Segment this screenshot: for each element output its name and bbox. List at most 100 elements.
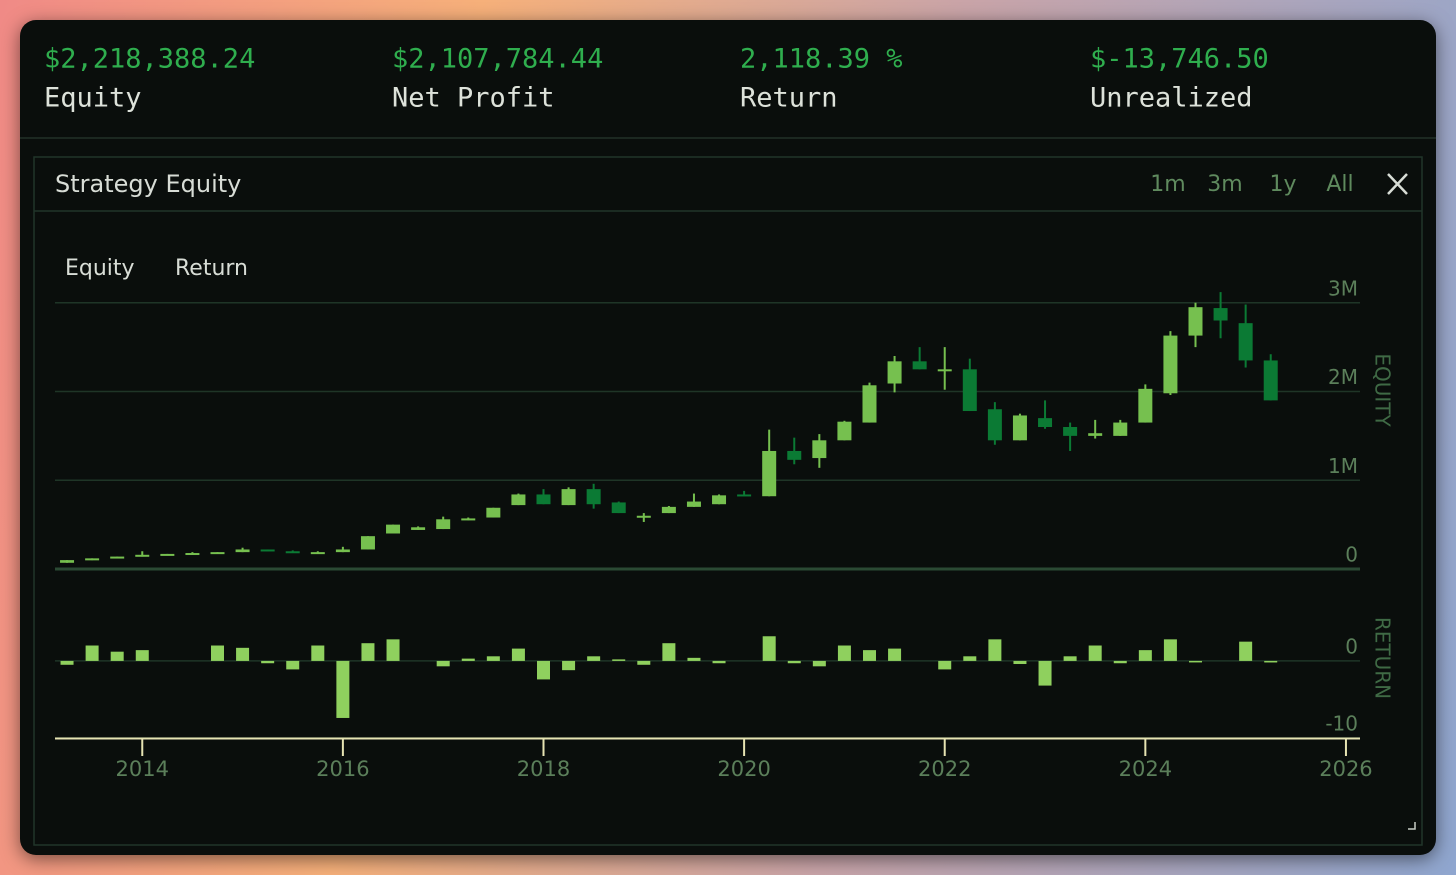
close-button[interactable] — [1387, 173, 1408, 195]
y-tick-label: 2M — [1328, 365, 1358, 389]
return-bar — [712, 660, 726, 664]
y-tick-label: 3M — [1328, 276, 1358, 300]
x-tick-label: 2024 — [1119, 757, 1172, 781]
candle-body — [611, 502, 626, 514]
range-button[interactable]: 3m — [1207, 172, 1242, 197]
y-tick-label: -10 — [1325, 712, 1358, 736]
candle-body — [561, 489, 576, 506]
candle-body — [1138, 388, 1153, 423]
return-bar — [1188, 660, 1202, 663]
return-bar — [662, 643, 676, 661]
stat-label: Equity — [44, 83, 142, 114]
candle-body — [85, 558, 100, 561]
axis-title: EQUITY — [1371, 353, 1395, 427]
axis-title: RETURN — [1371, 617, 1395, 699]
x-tick-label: 2018 — [517, 757, 570, 781]
return-bar — [386, 639, 400, 661]
return-bar — [60, 660, 74, 665]
candle-body — [1188, 307, 1203, 336]
return-bar — [1163, 639, 1177, 661]
candle-body — [486, 507, 501, 518]
return-bar — [1038, 660, 1052, 686]
candle-body — [110, 556, 125, 559]
return-bar — [461, 658, 475, 661]
candle-body — [1163, 335, 1178, 394]
candle-body — [436, 519, 451, 530]
stat-value: $2,107,784.44 — [392, 44, 603, 75]
return-bar — [135, 650, 149, 661]
candle-body — [335, 549, 350, 553]
x-tick-label: 2014 — [116, 757, 169, 781]
return-bar — [110, 651, 124, 661]
stat-value: $-13,746.50 — [1090, 44, 1269, 75]
return-bar — [1113, 660, 1127, 664]
return-bar — [862, 650, 876, 661]
return-bar — [486, 656, 500, 661]
y-tick-label: 1M — [1328, 454, 1358, 478]
chart-panel — [33, 156, 1423, 846]
return-bar — [436, 660, 450, 667]
return-bar — [1264, 660, 1278, 663]
candle-body — [862, 385, 877, 423]
candle-body — [235, 549, 250, 553]
return-bar — [361, 643, 375, 661]
return-bar — [562, 660, 576, 671]
candle-body — [1063, 427, 1078, 436]
candle-body — [686, 501, 701, 507]
window — [20, 20, 1436, 855]
return-bar — [888, 648, 902, 661]
return-bar — [687, 657, 701, 661]
y-tick-label: 0 — [1345, 634, 1358, 658]
candle-body — [511, 494, 526, 506]
candle-body — [411, 527, 426, 530]
return-bar — [1088, 645, 1102, 661]
candle-body — [837, 421, 852, 441]
candle-body — [962, 369, 977, 412]
return-bar — [612, 659, 626, 661]
candle-body — [1238, 323, 1253, 361]
candle-body — [887, 361, 902, 384]
return-bar — [261, 660, 275, 664]
x-tick-label: 2020 — [717, 757, 770, 781]
return-bar — [762, 636, 776, 661]
candle-body — [285, 551, 300, 554]
tab[interactable]: Return — [175, 256, 248, 281]
range-button[interactable]: 1m — [1150, 172, 1185, 197]
tab[interactable]: Equity — [65, 256, 135, 281]
return-bar — [85, 645, 99, 661]
return-bar — [837, 645, 851, 661]
stat-label: Net Profit — [392, 83, 555, 114]
return-bar — [1239, 641, 1253, 661]
candle-body — [737, 494, 752, 497]
return-bar — [988, 639, 1002, 661]
range-button[interactable]: All — [1326, 172, 1353, 197]
candle-body — [310, 552, 325, 555]
return-bar — [511, 648, 525, 661]
candle-body — [712, 495, 727, 505]
candle-body — [185, 553, 200, 556]
candle-body — [1038, 418, 1053, 427]
candle-body — [787, 450, 802, 460]
stat-label: Return — [740, 83, 838, 114]
x-tick-label: 2022 — [918, 757, 971, 781]
return-bar — [587, 656, 601, 661]
return-bar — [236, 647, 250, 661]
range-button[interactable]: 1y — [1269, 172, 1296, 197]
candle-body — [461, 518, 476, 521]
return-bar — [536, 660, 550, 680]
return-bar — [311, 645, 325, 661]
resize-handle[interactable] — [1408, 822, 1416, 830]
stat-value: $2,218,388.24 — [44, 44, 255, 75]
return-bar — [812, 660, 826, 667]
return-bar — [286, 660, 300, 670]
close-icon[interactable] — [1387, 173, 1408, 195]
candle-body — [812, 440, 827, 459]
candle-body — [135, 554, 150, 557]
x-tick-label: 2016 — [316, 757, 369, 781]
candle-body — [536, 494, 551, 505]
return-bar — [637, 660, 651, 665]
return-bar — [963, 656, 977, 661]
candle-body — [1113, 422, 1128, 436]
stat-label: Unrealized — [1090, 83, 1253, 114]
return-bar — [938, 660, 952, 670]
